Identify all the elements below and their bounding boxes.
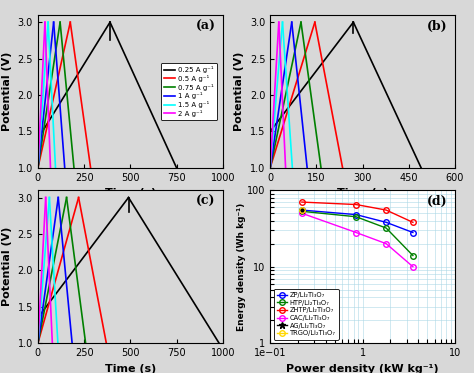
Y-axis label: Potential (V): Potential (V) xyxy=(2,227,12,306)
HTP/Li₂Ti₃O₇ xyxy=(353,214,359,219)
Y-axis label: Potential (V): Potential (V) xyxy=(2,52,12,131)
HTP/Li₂Ti₃O₇ xyxy=(299,209,305,214)
HTP/Li₂Ti₃O₇ xyxy=(410,253,416,258)
Line: CAC/Li₂Ti₃O₇: CAC/Li₂Ti₃O₇ xyxy=(299,210,416,269)
Text: (c): (c) xyxy=(196,195,215,208)
ZP/Li₂Ti₃O₇ xyxy=(410,230,416,235)
ZP/Li₂Ti₃O₇ xyxy=(299,208,305,212)
ZHTP/Li₂Ti₃O₇ xyxy=(353,202,359,207)
Legend: 0.25 A g⁻¹, 0.5 A g⁻¹, 0.75 A g⁻¹, 1 A g⁻¹, 1.5 A g⁻¹, 2 A g⁻¹: 0.25 A g⁻¹, 0.5 A g⁻¹, 0.75 A g⁻¹, 1 A g… xyxy=(161,63,218,120)
CAC/Li₂Ti₃O₇ xyxy=(353,230,359,235)
X-axis label: Time (s): Time (s) xyxy=(105,188,156,198)
X-axis label: Power density (kW kg⁻¹): Power density (kW kg⁻¹) xyxy=(286,364,439,373)
Line: ZP/Li₂Ti₃O₇: ZP/Li₂Ti₃O₇ xyxy=(299,207,416,235)
Legend: ZP/Li₂Ti₃O₇, HTP/Li₂Ti₃O₇, ZHTP/Li₂Ti₃O₇, CAC/Li₂Ti₃O₇, AG/Li₂Ti₃O₇, TRGO/Li₂Ti₃: ZP/Li₂Ti₃O₇, HTP/Li₂Ti₃O₇, ZHTP/Li₂Ti₃O₇… xyxy=(273,289,339,340)
Y-axis label: Potential (V): Potential (V) xyxy=(234,52,244,131)
CAC/Li₂Ti₃O₇ xyxy=(299,211,305,216)
ZP/Li₂Ti₃O₇ xyxy=(383,220,389,225)
X-axis label: Time (s): Time (s) xyxy=(105,364,156,373)
ZHTP/Li₂Ti₃O₇ xyxy=(410,220,416,225)
Line: ZHTP/Li₂Ti₃O₇: ZHTP/Li₂Ti₃O₇ xyxy=(299,199,416,225)
HTP/Li₂Ti₃O₇ xyxy=(383,226,389,230)
Text: (a): (a) xyxy=(195,19,215,32)
ZHTP/Li₂Ti₃O₇ xyxy=(299,200,305,204)
Text: (b): (b) xyxy=(427,19,447,32)
ZHTP/Li₂Ti₃O₇ xyxy=(383,208,389,212)
CAC/Li₂Ti₃O₇ xyxy=(383,241,389,246)
Text: (d): (d) xyxy=(427,195,447,208)
X-axis label: Time (s): Time (s) xyxy=(337,188,388,198)
Line: HTP/Li₂Ti₃O₇: HTP/Li₂Ti₃O₇ xyxy=(299,209,416,258)
ZP/Li₂Ti₃O₇ xyxy=(353,212,359,217)
Y-axis label: Energy density (Wh kg⁻¹): Energy density (Wh kg⁻¹) xyxy=(237,203,246,331)
CAC/Li₂Ti₃O₇ xyxy=(410,264,416,269)
